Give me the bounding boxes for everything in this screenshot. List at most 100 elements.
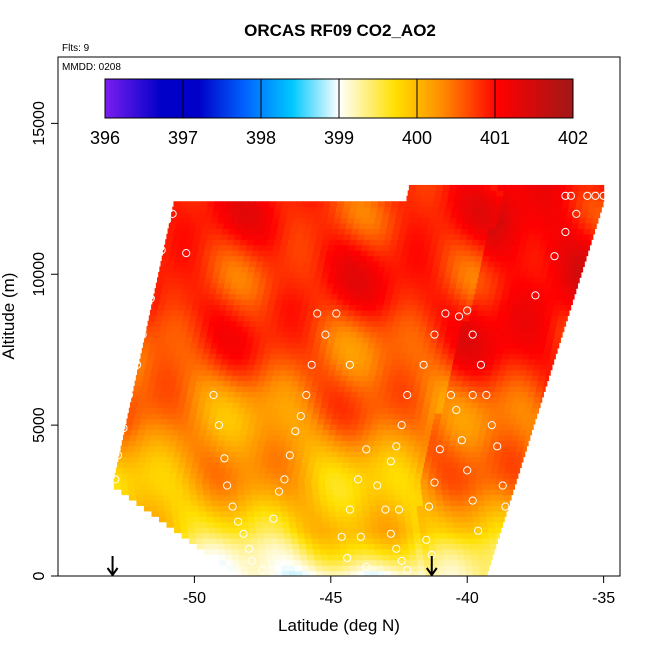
heatmap-cell	[402, 499, 410, 506]
heatmap-cell	[475, 413, 483, 420]
heatmap-cell	[495, 255, 504, 262]
heatmap-cell	[186, 299, 194, 306]
heatmap-cell	[206, 239, 214, 246]
heatmap-cell	[451, 565, 460, 572]
heatmap-cell	[510, 315, 518, 322]
heatmap-cell	[358, 260, 366, 268]
heatmap-cell	[418, 331, 426, 338]
heatmap-cell	[173, 326, 182, 333]
heatmap-cell	[474, 228, 482, 235]
heatmap-cell	[213, 456, 222, 463]
heatmap-cell	[184, 277, 192, 284]
heatmap-cell	[471, 429, 480, 436]
heatmap-cell	[176, 440, 184, 447]
heatmap-cell	[363, 266, 372, 273]
heatmap-cell	[301, 304, 309, 311]
heatmap-cell	[254, 570, 263, 576]
heatmap-cell	[252, 499, 260, 506]
heatmap-cell	[190, 309, 199, 316]
heatmap-cell	[334, 554, 342, 561]
heatmap-cell	[387, 347, 395, 354]
heatmap-cell	[148, 413, 156, 420]
heatmap-cell	[301, 510, 309, 517]
heatmap-cell	[241, 423, 249, 430]
heatmap-cell	[195, 537, 204, 545]
heatmap-cell	[468, 413, 477, 420]
heatmap-cell	[216, 413, 224, 420]
heatmap-cell	[137, 369, 145, 376]
heatmap-cell	[276, 527, 284, 534]
heatmap-cell	[454, 385, 462, 392]
heatmap-cell	[509, 320, 517, 327]
heatmap-cell	[318, 288, 326, 295]
heatmap-cell	[598, 190, 605, 197]
heatmap-cell	[353, 315, 361, 322]
heatmap-cell	[259, 244, 267, 251]
heatmap-cell	[536, 195, 544, 202]
heatmap-cell	[339, 413, 347, 420]
heatmap-cell	[415, 375, 423, 382]
heatmap-cell	[365, 418, 373, 425]
heatmap-cell	[197, 277, 206, 284]
heatmap-cell	[240, 239, 248, 246]
heatmap-cell	[397, 396, 405, 403]
heatmap-cell	[427, 320, 435, 327]
heatmap-cell	[368, 212, 377, 219]
heatmap-cell	[460, 385, 469, 392]
heatmap-cell	[469, 472, 477, 479]
heatmap-cell	[306, 407, 314, 414]
heatmap-cell	[386, 445, 394, 452]
heatmap-cell	[479, 299, 488, 306]
heatmap-cell	[585, 190, 593, 197]
heatmap-cell	[225, 434, 233, 441]
heatmap-cell	[298, 537, 306, 545]
heatmap-cell	[342, 510, 350, 517]
heatmap-cell	[326, 407, 335, 414]
heatmap-cell	[445, 570, 454, 576]
heatmap-cell	[545, 277, 554, 284]
heatmap-cell	[164, 244, 172, 251]
heatmap-cell	[318, 483, 326, 490]
heatmap-cell	[453, 201, 461, 208]
heatmap-cell	[441, 483, 449, 490]
heatmap-cell	[350, 391, 358, 398]
sample-point	[220, 454, 229, 463]
heatmap-cell	[468, 532, 476, 539]
heatmap-cell	[546, 271, 555, 278]
heatmap-cell	[341, 277, 349, 284]
heatmap-cell	[272, 217, 280, 224]
heatmap-cell	[314, 559, 323, 566]
heatmap-cell	[425, 456, 433, 463]
heatmap-cell	[186, 233, 195, 240]
heatmap-cell	[532, 369, 541, 376]
heatmap-cell	[593, 212, 601, 219]
heatmap-cell	[346, 347, 354, 354]
heatmap-cell	[330, 201, 338, 208]
heatmap-cell	[350, 456, 358, 463]
heatmap-cell	[231, 494, 239, 501]
heatmap-cell	[448, 537, 456, 545]
heatmap-cell	[246, 559, 254, 566]
heatmap-cell	[455, 222, 463, 229]
heatmap-cell	[496, 222, 504, 229]
heatmap-cell	[232, 505, 241, 512]
heatmap-cell	[296, 418, 305, 425]
heatmap-cell	[439, 358, 447, 365]
heatmap-cell	[260, 364, 269, 371]
heatmap-cell	[216, 537, 224, 545]
heatmap-cell	[465, 516, 474, 523]
heatmap-cell	[384, 391, 393, 398]
heatmap-cell	[207, 201, 215, 208]
heatmap-cell	[350, 570, 358, 576]
heatmap-cell	[544, 250, 553, 257]
heatmap-cell	[275, 299, 283, 306]
heatmap-cell	[431, 429, 439, 436]
heatmap-cell	[121, 472, 129, 479]
heatmap-cell	[345, 320, 353, 327]
heatmap-cell	[449, 184, 458, 191]
heatmap-cell	[480, 527, 489, 534]
sample-point	[146, 294, 155, 303]
heatmap-cell	[252, 369, 261, 376]
heatmap-cell	[582, 233, 590, 240]
heatmap-cell	[436, 184, 444, 191]
